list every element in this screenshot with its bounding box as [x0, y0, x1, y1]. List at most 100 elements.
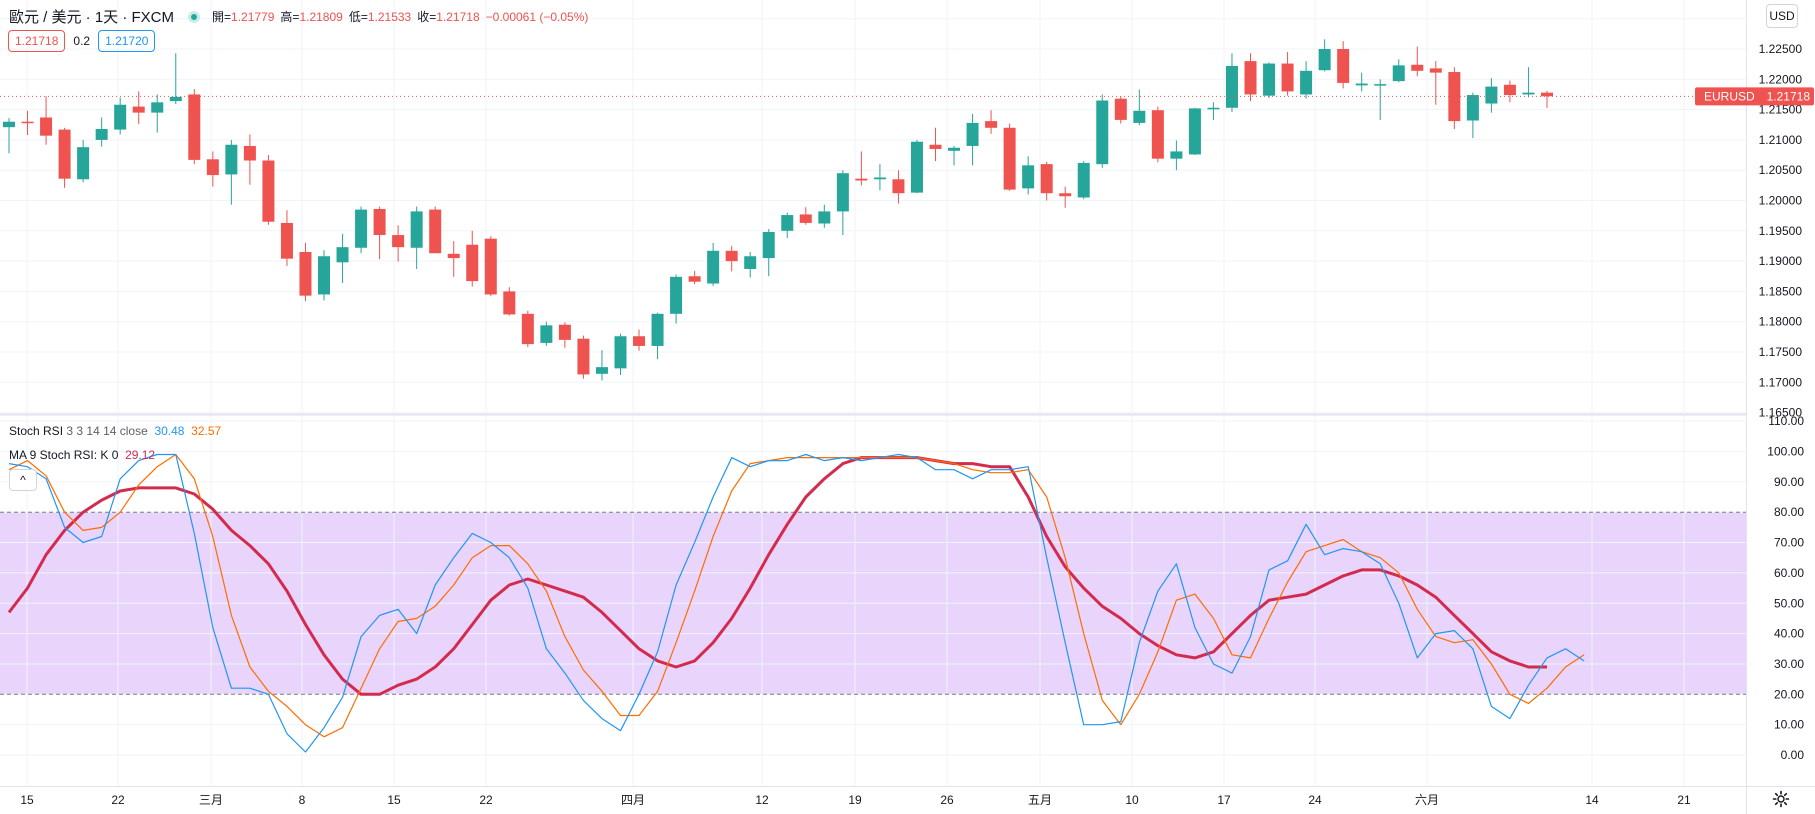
candle-body — [188, 94, 201, 160]
candle-body — [429, 209, 442, 254]
candle — [670, 274, 683, 324]
candle — [966, 113, 979, 166]
stoch-rsi-legend[interactable]: Stoch RSI 3 3 14 14 close 30.48 32.57 — [9, 424, 221, 438]
candle-body — [725, 250, 738, 262]
candle — [1225, 53, 1238, 113]
price-axis-label: 1.16500 — [1759, 406, 1803, 420]
osc-axis-label: 40.00 — [1774, 627, 1804, 641]
time-axis-label: 22 — [479, 793, 493, 807]
candle — [633, 329, 646, 351]
time-axis-label: 24 — [1308, 793, 1322, 807]
candle — [1059, 186, 1072, 208]
candle-body — [484, 238, 497, 295]
candle — [355, 206, 368, 254]
candle-body — [410, 211, 423, 248]
currency-button[interactable]: USD — [1766, 4, 1798, 28]
sell-button[interactable]: 1.21718 — [8, 30, 66, 52]
candle — [1485, 78, 1498, 113]
candle-body — [1207, 107, 1220, 110]
candle — [1540, 90, 1553, 108]
candle — [1003, 123, 1016, 191]
candle-body — [1003, 127, 1016, 190]
candle — [818, 204, 831, 228]
candle-body — [1244, 61, 1257, 95]
candle-body — [744, 256, 757, 269]
trade-buttons: 1.21718 0.2 1.21720 — [8, 30, 163, 52]
candle-body — [132, 106, 145, 113]
time-axis-label: 26 — [940, 793, 954, 807]
candle-body — [799, 214, 812, 223]
symbol-tag: EURUSD — [1704, 89, 1755, 103]
candle — [1355, 72, 1368, 92]
candle-body — [392, 235, 405, 248]
candle-body — [836, 173, 849, 212]
candle-body — [243, 145, 256, 161]
candle-body — [1392, 65, 1405, 82]
candle-body — [521, 313, 534, 345]
candle-body — [1263, 63, 1276, 96]
candle — [206, 151, 219, 187]
symbol-legend: 歐元 / 美元 · 1天 · FXCM 開=1.21779 高=1.21809 … — [9, 6, 594, 27]
osc-axis-label: 90.00 — [1774, 475, 1804, 489]
candle-body — [873, 177, 886, 180]
open-value: 開=1.21779 — [212, 8, 274, 25]
candle-body — [1040, 164, 1053, 194]
candle-body — [670, 276, 683, 314]
k-line — [8, 453, 1585, 753]
candle-body — [910, 141, 923, 193]
market-status-dot — [188, 10, 201, 23]
price-axis-label: 1.19000 — [1759, 254, 1803, 268]
candle — [744, 252, 757, 278]
candle-body — [929, 144, 942, 149]
time-axis-label: 六月 — [1415, 793, 1439, 807]
candle — [1503, 80, 1516, 103]
candle-body — [225, 144, 238, 175]
buy-button[interactable]: 1.21720 — [98, 30, 156, 52]
candle — [151, 94, 164, 133]
candle — [1263, 62, 1276, 99]
candle-body — [1318, 49, 1331, 71]
last-price-tag — [1695, 87, 1814, 106]
osc-axis-label: 20.00 — [1774, 687, 1804, 701]
candle-body — [1429, 68, 1442, 73]
symbol-title[interactable]: 歐元 / 美元 · 1天 · FXCM — [9, 9, 175, 26]
price-axis-label: 1.22500 — [1759, 42, 1803, 56]
ma-name: MA 9 Stoch RSI: K 0 — [9, 448, 119, 462]
candle-body — [280, 222, 293, 259]
candle-body — [781, 215, 794, 231]
candle-body — [818, 211, 831, 224]
candle-body — [1170, 151, 1183, 159]
candle-body — [1485, 86, 1498, 104]
candle — [1188, 107, 1201, 156]
candle — [892, 170, 905, 204]
candle — [429, 206, 442, 254]
candle — [447, 241, 460, 277]
candle-body — [540, 325, 553, 343]
time-axis-label: 21 — [1677, 793, 1691, 807]
candle — [929, 127, 942, 162]
candle — [95, 117, 108, 147]
candle-body — [1281, 63, 1294, 92]
candle — [484, 236, 497, 297]
gear-icon[interactable] — [1772, 790, 1790, 808]
candle-body — [577, 338, 590, 375]
candle-body — [114, 104, 127, 130]
ma-legend[interactable]: MA 9 Stoch RSI: K 0 29.12 — [9, 448, 155, 462]
close-number: 1.21718 — [436, 10, 480, 24]
candle-body — [77, 147, 90, 180]
candle-body — [299, 252, 312, 296]
close-value: 收=1.21718 — [417, 8, 479, 25]
osc-axis-label: 0.00 — [1781, 748, 1805, 762]
candle — [1133, 89, 1146, 126]
low-label: 低= — [348, 10, 368, 24]
price-axis-label: 1.21000 — [1759, 133, 1803, 147]
candle-body — [1133, 110, 1146, 123]
candle — [188, 88, 201, 165]
candle — [1022, 156, 1035, 195]
candle — [336, 233, 349, 283]
candle-body — [206, 159, 219, 176]
collapse-legend-button[interactable]: ^ — [9, 469, 37, 491]
candle — [466, 230, 479, 287]
price-axis-label: 1.20000 — [1759, 194, 1803, 208]
